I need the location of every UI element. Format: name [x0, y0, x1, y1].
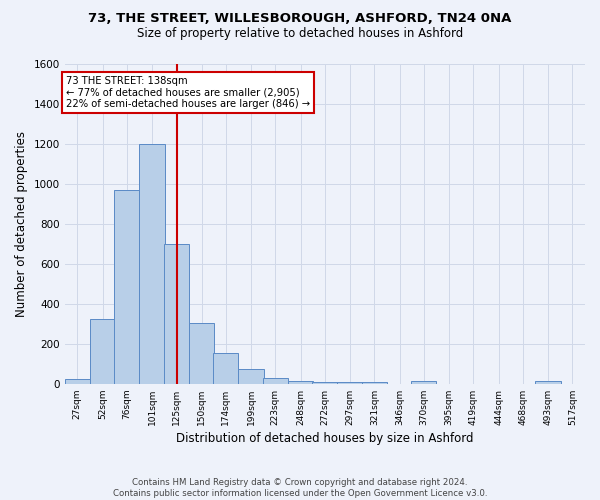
Bar — [337, 382, 363, 384]
Bar — [114, 190, 139, 384]
Text: Contains HM Land Registry data © Crown copyright and database right 2024.
Contai: Contains HM Land Registry data © Crown c… — [113, 478, 487, 498]
Bar — [362, 382, 387, 384]
Bar — [312, 382, 337, 384]
Bar — [164, 244, 189, 384]
Y-axis label: Number of detached properties: Number of detached properties — [15, 131, 28, 317]
X-axis label: Distribution of detached houses by size in Ashford: Distribution of detached houses by size … — [176, 432, 473, 445]
Text: 73 THE STREET: 138sqm
← 77% of detached houses are smaller (2,905)
22% of semi-d: 73 THE STREET: 138sqm ← 77% of detached … — [65, 76, 310, 109]
Bar — [288, 381, 313, 384]
Bar — [65, 379, 90, 384]
Text: 73, THE STREET, WILLESBOROUGH, ASHFORD, TN24 0NA: 73, THE STREET, WILLESBOROUGH, ASHFORD, … — [88, 12, 512, 26]
Bar — [263, 378, 288, 384]
Bar — [189, 323, 214, 384]
Bar — [535, 381, 561, 384]
Text: Size of property relative to detached houses in Ashford: Size of property relative to detached ho… — [137, 28, 463, 40]
Bar — [213, 353, 238, 384]
Bar — [411, 381, 436, 384]
Bar — [90, 319, 115, 384]
Bar — [238, 369, 264, 384]
Bar — [139, 144, 164, 384]
